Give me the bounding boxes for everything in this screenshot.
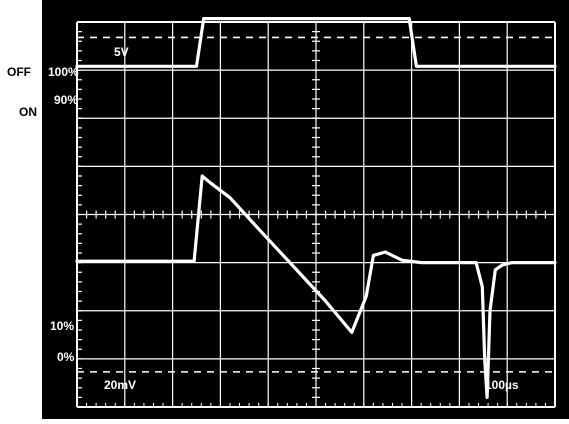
trace-line xyxy=(75,17,557,68)
traces xyxy=(75,17,557,399)
pct10-label: 10% xyxy=(50,319,74,333)
axis-ticks xyxy=(76,21,556,408)
tscale-label: 100µs xyxy=(485,378,519,392)
pct0-label: 0% xyxy=(57,350,75,364)
trace-line xyxy=(75,174,557,399)
on-label: ON xyxy=(19,105,37,119)
five-volt-label: 5V xyxy=(114,45,129,59)
off-label: OFF xyxy=(7,65,31,79)
threshold-lines xyxy=(77,36,555,373)
vscale-label: 20mV xyxy=(104,378,136,392)
pct90-label: 90% xyxy=(54,93,78,107)
pct100-label: 100% xyxy=(48,65,79,79)
